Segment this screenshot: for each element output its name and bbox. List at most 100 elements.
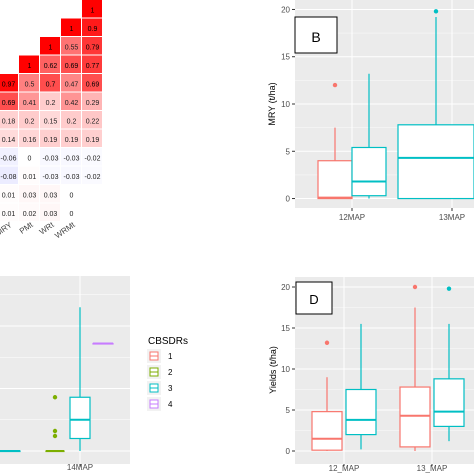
heatmap-cell-label: 0.03 (44, 192, 58, 199)
heatmap-cell (61, 74, 81, 92)
heatmap-cell (61, 203, 81, 221)
heatmap-x-label: PMt (18, 220, 35, 236)
box-outlier (52, 395, 58, 400)
box-outlier (324, 340, 330, 345)
heatmap-cell-label: 0.69 (65, 63, 79, 70)
y-tick-label: 20 (281, 283, 290, 292)
heatmap-cell-label: 0.03 (23, 192, 37, 199)
x-tick-label: 13MAP (439, 213, 465, 222)
heatmap-x-label: WRMt (53, 220, 77, 241)
heatmap-cell (40, 203, 60, 221)
box-body (399, 386, 431, 448)
heatmap-cell (19, 166, 39, 184)
y-tick-label: 0 (286, 447, 291, 456)
heatmap-cell-label: 0.14 (2, 137, 16, 144)
heatmap-cell (19, 129, 39, 147)
heatmap-cell (82, 92, 102, 110)
heatmap-cell (0, 74, 18, 92)
heatmap-cell-label: -0.06 (1, 155, 17, 162)
heatmap-cell (0, 92, 18, 110)
box-body (397, 124, 474, 200)
heatmap-cell-label: 1 (49, 44, 53, 51)
heatmap-cell-label: 0.01 (2, 192, 16, 199)
panel-c-background (0, 276, 130, 464)
heatmap-cell-label: 0.47 (65, 81, 79, 88)
y-axis-title: Yields (t/ha) (268, 346, 278, 394)
panel-a-heatmap: 1 1 0.9 1 0.55 0.79 1 0.62 0.69 0.77 0.97 0.5 0.7 0.4… (0, 0, 102, 240)
heatmap-cell-label: 0.16 (23, 137, 37, 144)
heatmap-cell (40, 185, 60, 203)
panel-b-boxplot: 0 5 10 15 20 12MAP 13MAP MRY (t/ha) B (267, 0, 474, 222)
heatmap-cell (19, 203, 39, 221)
box-outlier (52, 433, 58, 439)
heatmap-cell-label: 0.7 (46, 81, 56, 88)
heatmap-cell (19, 92, 39, 110)
heatmap-cell (82, 74, 102, 92)
heatmap-cell (0, 203, 18, 221)
heatmap-cell (40, 166, 60, 184)
heatmap-cell-label: 0 (28, 155, 32, 162)
panel-b-axes: 0 5 10 15 20 12MAP 13MAP MRY (t/ha) (267, 5, 465, 222)
heatmap-cell (82, 166, 102, 184)
panel-d-boxplot: 0 5 10 15 20 12_MAP 13_MAP Yields (t/ha) D (268, 277, 474, 473)
panel-c-axes: 14MAP (67, 463, 93, 472)
heatmap-cell (0, 166, 18, 184)
heatmap-cell-label: 1 (91, 7, 95, 14)
box-body (69, 396, 91, 440)
heatmap-cell-label: -0.03 (64, 174, 80, 181)
panel-c-boxplot: 14MAP CBSDRs 1 2 3 4 (0, 276, 188, 472)
heatmap-x-label: MRY (0, 220, 14, 238)
heatmap-cell-label: 0.2 (46, 100, 56, 107)
heatmap-cell (19, 74, 39, 92)
x-tick-label: 14MAP (67, 463, 93, 472)
box-body (311, 411, 343, 451)
heatmap-cell (40, 74, 60, 92)
heatmap-cell-label: 0.01 (23, 174, 37, 181)
heatmap-cell-label: 0.19 (65, 137, 79, 144)
legend-title: CBSDRs (148, 336, 188, 347)
heatmap-cell (61, 185, 81, 203)
box-outlier (446, 286, 452, 291)
heatmap-cell (0, 129, 18, 147)
y-tick-label: 15 (281, 53, 290, 62)
heatmap-cell-label: 0.03 (44, 211, 58, 218)
heatmap-cell-label: -0.03 (43, 174, 59, 181)
heatmap-cell-label: 0.97 (2, 81, 16, 88)
heatmap-cell (19, 148, 39, 166)
panel-b-label-box (294, 16, 338, 54)
heatmap-cell (40, 37, 60, 55)
heatmap-cell (19, 111, 39, 129)
panel-d-label-box (295, 281, 333, 315)
heatmap-cell (61, 111, 81, 129)
heatmap-cell (82, 0, 102, 18)
heatmap-cell-label: 0.29 (86, 100, 100, 107)
heatmap-cell (82, 18, 102, 36)
heatmap-cell-label: 0 (70, 211, 74, 218)
panel-b-boxes (317, 9, 474, 200)
heatmap-cell-label: 0.55 (65, 44, 79, 51)
heatmap-cell-label: 0.62 (44, 63, 58, 70)
heatmap-cell (0, 148, 18, 166)
heatmap-cell-label: 0.19 (44, 137, 58, 144)
heatmap-cell-label: -0.03 (43, 155, 59, 162)
box-body (345, 388, 377, 436)
heatmap-cell (40, 111, 60, 129)
heatmap-cell-label: 0.22 (86, 118, 100, 125)
heatmap-cell (61, 148, 81, 166)
heatmap-cell (82, 37, 102, 55)
heatmap-cell-label: 0.77 (86, 63, 100, 70)
heatmap-cell (40, 92, 60, 110)
x-tick-label: 12MAP (339, 213, 365, 222)
y-axis-title: MRY (t/ha) (267, 82, 277, 125)
heatmap-cell-label: 0.19 (86, 137, 100, 144)
legend-entry-label: 4 (168, 400, 173, 409)
heatmap-cell (19, 185, 39, 203)
heatmap-cell (40, 129, 60, 147)
heatmap-cell (61, 129, 81, 147)
heatmap-cell-label: 0.15 (44, 118, 58, 125)
heatmap-cell-label: 0.02 (23, 211, 37, 218)
box-outlier (52, 428, 58, 434)
heatmap-cell-label: 0.18 (2, 118, 16, 125)
heatmap-cell-label: 0.41 (23, 100, 37, 107)
